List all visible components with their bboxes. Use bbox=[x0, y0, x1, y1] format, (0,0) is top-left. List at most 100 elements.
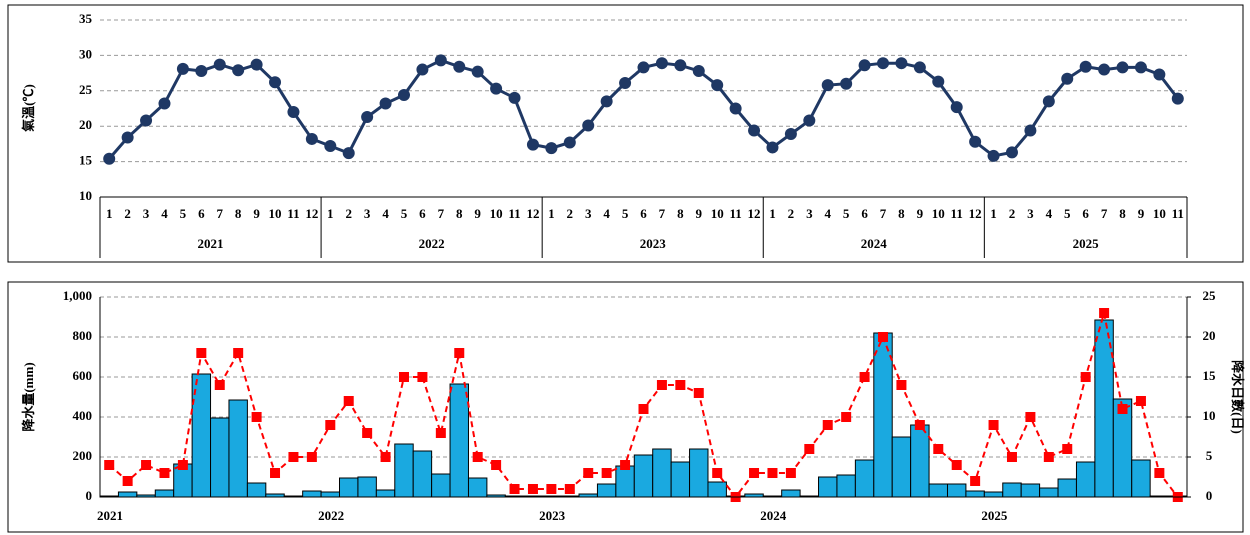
point bbox=[988, 420, 999, 430]
bar bbox=[1131, 459, 1151, 498]
point bbox=[1098, 63, 1111, 76]
bar bbox=[228, 399, 248, 498]
point bbox=[380, 452, 391, 462]
point bbox=[176, 62, 189, 75]
bar bbox=[983, 491, 1004, 498]
point bbox=[767, 468, 778, 478]
point bbox=[693, 388, 704, 398]
point bbox=[785, 468, 796, 478]
x-tick-label: 2024 bbox=[760, 508, 787, 523]
point bbox=[1079, 60, 1092, 73]
point bbox=[288, 452, 299, 462]
point bbox=[104, 460, 115, 470]
x-tick-label: 9 bbox=[253, 206, 260, 221]
x-tick-label: 3 bbox=[806, 206, 813, 221]
y-axis-label: 氣溫(℃) bbox=[21, 84, 36, 132]
x-tick-label: 1 bbox=[327, 206, 334, 221]
y2-tick-label: 5 bbox=[1206, 448, 1213, 463]
point bbox=[784, 127, 797, 140]
point bbox=[195, 64, 208, 77]
point bbox=[1080, 372, 1091, 382]
x-tick-label: 6 bbox=[861, 206, 868, 221]
x-tick-label: 6 bbox=[198, 206, 205, 221]
bar bbox=[689, 448, 709, 498]
x-tick-label: 2022 bbox=[318, 508, 344, 523]
point bbox=[896, 380, 907, 390]
point bbox=[877, 57, 890, 70]
point bbox=[914, 420, 925, 430]
point bbox=[655, 57, 668, 70]
point bbox=[822, 420, 833, 430]
point bbox=[859, 372, 870, 382]
bar bbox=[1020, 483, 1041, 498]
x-tick-label: 10 bbox=[269, 206, 282, 221]
point bbox=[878, 332, 889, 342]
bar bbox=[633, 454, 654, 498]
point bbox=[417, 372, 428, 382]
bar bbox=[1057, 478, 1077, 498]
point bbox=[251, 412, 262, 422]
point bbox=[969, 135, 982, 148]
point bbox=[840, 77, 853, 90]
group-label: 2024 bbox=[861, 236, 888, 251]
point bbox=[287, 106, 300, 119]
point bbox=[950, 101, 963, 114]
y-tick-label: 800 bbox=[73, 328, 93, 343]
frame bbox=[7, 281, 1244, 533]
bar bbox=[210, 417, 230, 498]
bar bbox=[781, 489, 801, 498]
group-label: 2022 bbox=[419, 236, 445, 251]
point bbox=[379, 97, 392, 110]
point bbox=[749, 468, 760, 478]
bar bbox=[320, 491, 341, 498]
bar bbox=[117, 491, 138, 498]
y2-axis-label: 降水日數(日) bbox=[1230, 360, 1245, 434]
bar bbox=[891, 436, 912, 498]
x-tick-label: 7 bbox=[659, 206, 666, 221]
point bbox=[141, 460, 152, 470]
x-tick-label: 1 bbox=[548, 206, 555, 221]
bar bbox=[836, 474, 856, 498]
point bbox=[434, 54, 447, 67]
x-tick-label: 1 bbox=[106, 206, 113, 221]
bar bbox=[357, 476, 377, 498]
point bbox=[951, 460, 962, 470]
point bbox=[563, 136, 576, 149]
x-tick-label: 8 bbox=[677, 206, 684, 221]
bar bbox=[339, 477, 359, 498]
x-tick-label: 5 bbox=[180, 206, 187, 221]
point bbox=[692, 64, 705, 77]
point bbox=[233, 348, 244, 358]
y2-tick-label: 0 bbox=[1206, 488, 1213, 503]
x-tick-label: 8 bbox=[235, 206, 242, 221]
point bbox=[1062, 444, 1073, 454]
point bbox=[490, 82, 503, 95]
point bbox=[416, 63, 429, 76]
bar bbox=[431, 473, 451, 498]
point bbox=[821, 79, 834, 92]
point bbox=[361, 110, 374, 123]
x-tick-label: 5 bbox=[843, 206, 850, 221]
bar bbox=[818, 476, 838, 498]
y-tick-label: 600 bbox=[73, 368, 93, 383]
bar bbox=[246, 482, 267, 498]
point bbox=[397, 89, 410, 102]
point bbox=[712, 468, 723, 478]
x-tick-label: 6 bbox=[640, 206, 647, 221]
x-tick-label: 2 bbox=[788, 206, 795, 221]
x-tick-label: 7 bbox=[880, 206, 887, 221]
x-tick-label: 12 bbox=[969, 206, 982, 221]
x-tick-label: 4 bbox=[603, 206, 610, 221]
y-tick-label: 0 bbox=[86, 488, 93, 503]
point bbox=[729, 102, 742, 115]
point bbox=[620, 460, 631, 470]
point bbox=[121, 131, 134, 144]
point bbox=[362, 428, 373, 438]
point bbox=[803, 114, 816, 127]
point bbox=[1171, 92, 1184, 105]
point bbox=[454, 348, 465, 358]
x-tick-label: 4 bbox=[382, 206, 389, 221]
point bbox=[306, 452, 317, 462]
x-tick-label: 3 bbox=[1027, 206, 1034, 221]
bar bbox=[946, 483, 967, 498]
